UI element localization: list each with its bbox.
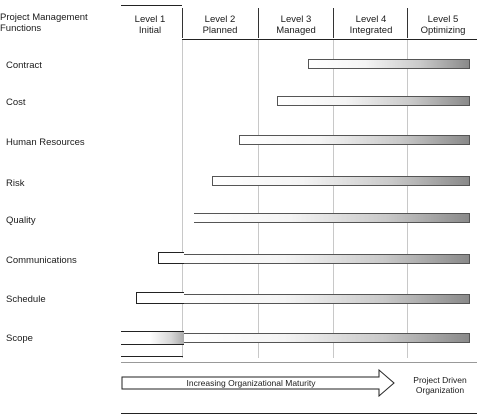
level-2-name: Planned: [202, 25, 238, 36]
level-divider: [258, 8, 259, 38]
maturity-bar-communications: [184, 254, 470, 264]
row-label-schedule: Schedule: [6, 294, 46, 305]
level-divider: [333, 8, 334, 38]
row-label-scope: Scope: [6, 333, 33, 344]
grid-line: [182, 40, 183, 358]
level-4-name: Integrated: [349, 25, 393, 36]
level-5-name: Optimizing: [420, 25, 466, 36]
functions-header: Project Management Functions: [0, 12, 88, 34]
row-label-contract: Contract: [6, 60, 42, 71]
level-3-number: Level 3: [280, 14, 312, 25]
level-4-header: Level 4 Integrated: [336, 14, 406, 36]
schedule-step: [136, 292, 184, 304]
header-bottom-rule: [182, 39, 477, 40]
level1-top-rule: [121, 5, 182, 6]
level-5-header: Level 5 Optimizing: [409, 14, 477, 36]
project-driven-organization: Project Driven Organization: [402, 375, 477, 395]
maturity-arrow-label: Increasing Organizational Maturity: [186, 378, 316, 388]
maturity-bar-human-resources: [239, 135, 470, 145]
pdo-line1: Project Driven: [413, 375, 467, 385]
level-divider: [182, 8, 183, 38]
functions-header-line2: Functions: [0, 23, 42, 34]
footer-top-rule: [121, 362, 477, 363]
level-3-name: Managed: [276, 25, 316, 36]
level-4-number: Level 4: [355, 14, 387, 25]
row-label-quality: Quality: [6, 215, 36, 226]
communications-step: [158, 252, 184, 264]
scope-underline: [121, 356, 183, 357]
maturity-bar-schedule: [184, 294, 470, 304]
scope-start: [121, 331, 184, 345]
level-divider: [407, 8, 408, 38]
maturity-bar-risk: [212, 176, 470, 186]
level-2-number: Level 2: [204, 14, 236, 25]
maturity-bar-contract: [308, 59, 470, 69]
level-3-header: Level 3 Managed: [261, 14, 331, 36]
functions-header-line1: Project Management: [0, 12, 88, 23]
pdo-line2: Organization: [415, 385, 465, 395]
maturity-bar-scope: [184, 333, 470, 343]
row-label-risk: Risk: [6, 178, 25, 189]
grid-line: [258, 40, 259, 358]
maturity-arrow-icon: [121, 369, 395, 397]
level-1-header: Level 1 Initial: [122, 14, 178, 36]
level-2-header: Level 2 Planned: [185, 14, 255, 36]
row-label-cost: Cost: [6, 97, 26, 108]
level-5-number: Level 5: [427, 14, 459, 25]
grid-line: [333, 40, 334, 358]
footer-bottom-rule: [121, 413, 477, 414]
maturity-bar-quality: [194, 213, 470, 223]
level-1-number: Level 1: [134, 14, 166, 25]
level-1-name: Initial: [138, 25, 162, 36]
maturity-bar-cost: [277, 96, 470, 106]
row-label-human-resources: Human Resources: [6, 137, 85, 148]
row-label-communications: Communications: [6, 255, 77, 266]
grid-line: [407, 40, 408, 358]
